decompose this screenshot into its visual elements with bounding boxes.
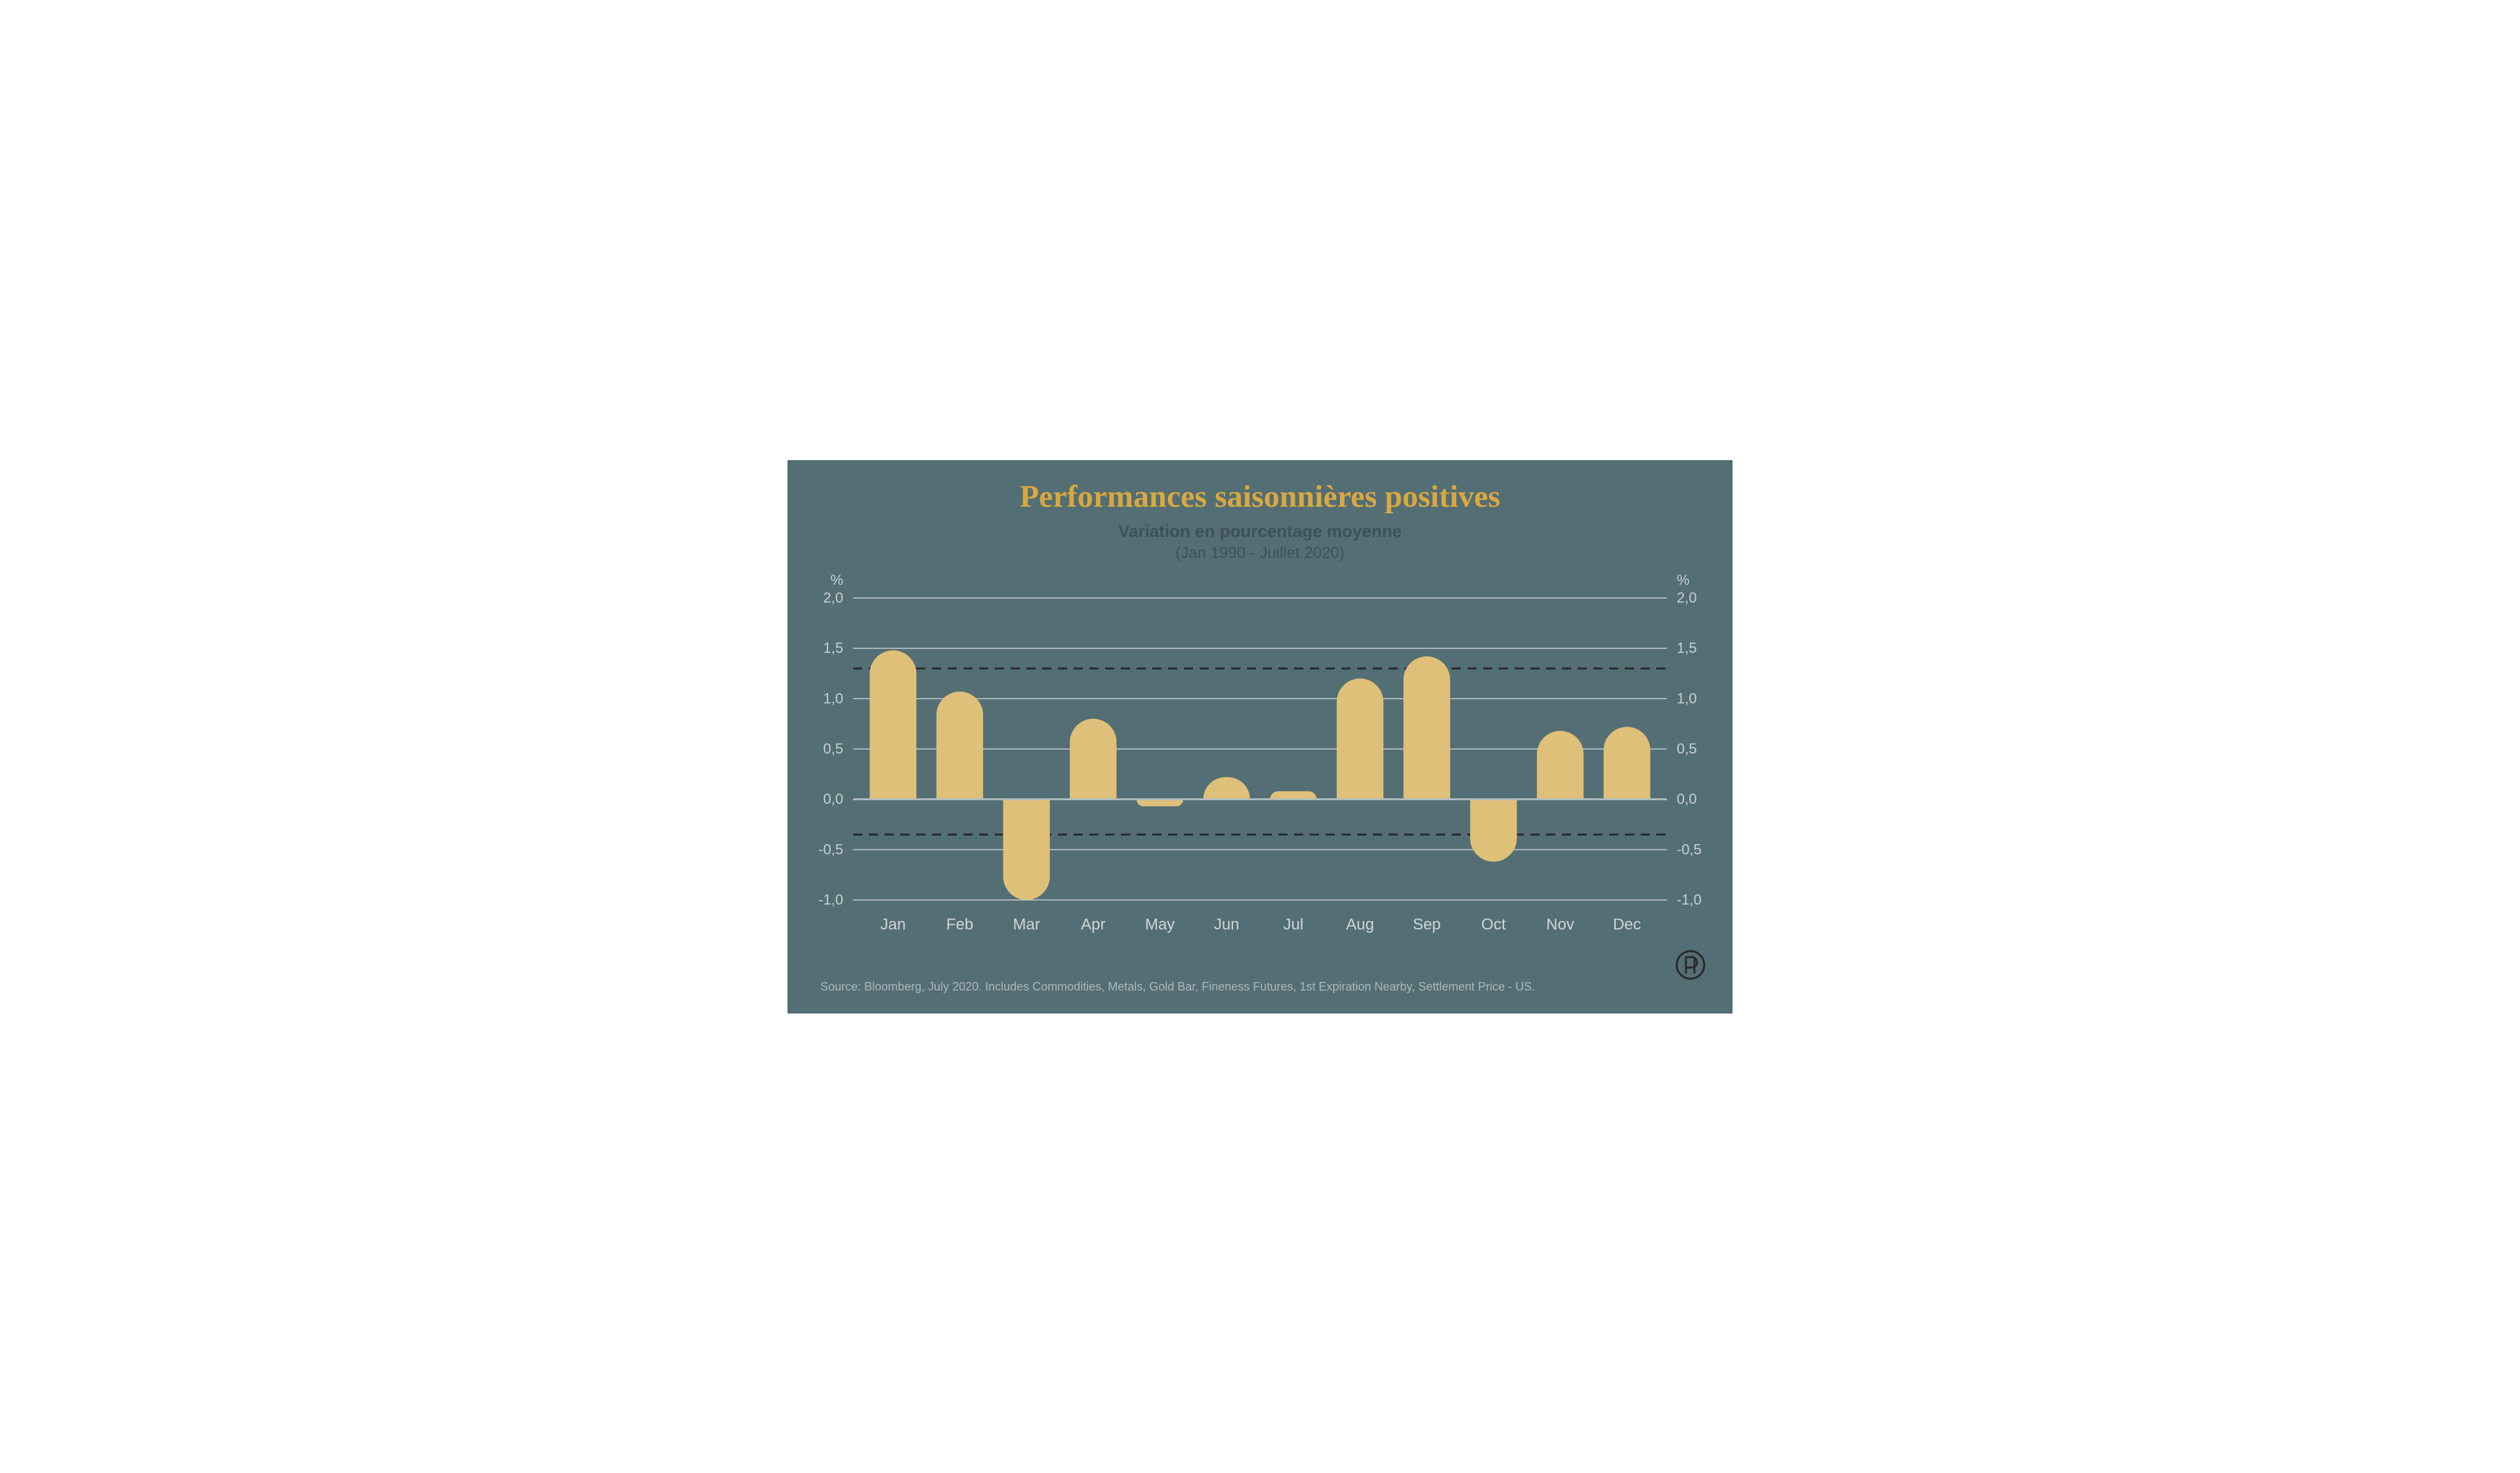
x-tick-label: Sep — [1413, 916, 1441, 933]
x-tick-label: Aug — [1346, 916, 1374, 933]
bar — [1537, 731, 1584, 799]
y-tick-label: 0,5 — [823, 740, 843, 757]
x-tick-label: Jul — [1283, 916, 1303, 933]
bar — [936, 691, 983, 799]
y-tick-label: 0,5 — [1677, 740, 1697, 757]
bar — [1404, 656, 1450, 799]
x-tick-label: Mar — [1013, 916, 1040, 933]
x-tick-label: May — [1145, 916, 1175, 933]
brand-logo-icon — [1675, 949, 1706, 981]
bar — [1070, 719, 1116, 800]
y-tick-label: 1,0 — [1677, 690, 1697, 706]
y-tick-label: 1,0 — [823, 690, 843, 706]
y-tick-label: 0,0 — [823, 790, 843, 807]
source-text: Source: Bloomberg, July 2020. Includes C… — [820, 980, 1535, 994]
y-tick-label: 1,5 — [823, 639, 843, 656]
x-tick-label: Dec — [1613, 916, 1641, 933]
bar — [1270, 791, 1316, 799]
y-tick-label: -1,0 — [1677, 891, 1702, 908]
bar — [870, 650, 916, 799]
bar — [1003, 799, 1050, 899]
x-tick-label: Apr — [1081, 916, 1105, 933]
y-tick-label: 1,5 — [1677, 639, 1697, 656]
chart-container: Performances saisonnières positives Vari… — [788, 460, 1732, 1014]
x-tick-label: Nov — [1546, 916, 1574, 933]
y-tick-label: -0,5 — [818, 841, 843, 857]
y-unit-label: % — [830, 572, 843, 588]
bar — [1137, 799, 1183, 806]
y-tick-label: 0,0 — [1677, 790, 1697, 807]
bar — [1337, 678, 1383, 799]
bar — [1470, 799, 1517, 861]
bar — [1604, 727, 1650, 799]
x-tick-label: Jan — [880, 916, 906, 933]
y-tick-label: -1,0 — [818, 891, 843, 908]
bar-chart: 2,0 1,5 1,0 0,5 0,0 -0,5 -1,0 2,0 1,5 1,0 0,5 0,0 -… — [788, 460, 1732, 1014]
y-unit-label: % — [1677, 572, 1690, 588]
x-tick-label: Jun — [1214, 916, 1240, 933]
y-tick-label: -0,5 — [1677, 841, 1702, 857]
bar — [1204, 777, 1250, 799]
x-tick-label: Oct — [1481, 916, 1506, 933]
y-tick-label: 2,0 — [1677, 589, 1697, 606]
x-tick-label: Feb — [946, 916, 973, 933]
y-tick-label: 2,0 — [823, 589, 843, 606]
